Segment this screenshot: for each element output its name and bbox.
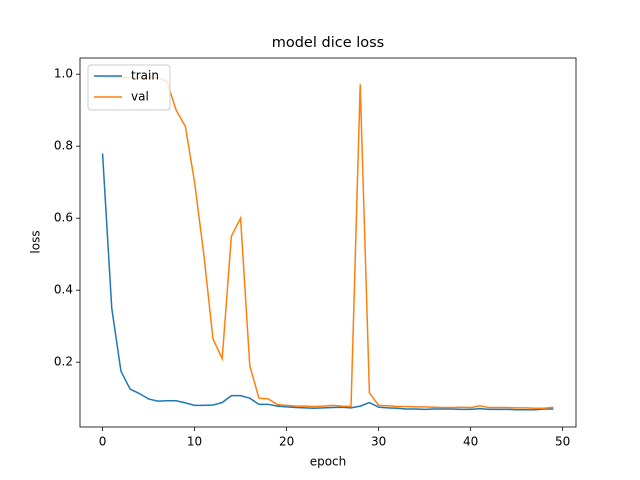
series-line xyxy=(102,77,554,410)
x-tick-label: 30 xyxy=(371,435,386,449)
y-axis-label: loss xyxy=(29,230,43,253)
legend-label: train xyxy=(131,69,159,83)
y-tick-label: 1.0 xyxy=(54,67,73,81)
x-tick-label: 50 xyxy=(555,435,570,449)
y-tick-label: 0.6 xyxy=(54,211,73,225)
x-tick-label: 40 xyxy=(463,435,478,449)
x-tick-label: 20 xyxy=(279,435,294,449)
chart-title: model dice loss xyxy=(272,35,385,51)
y-tick-label: 0.4 xyxy=(54,283,73,297)
legend-label: val xyxy=(131,90,149,104)
plot-frame xyxy=(79,57,577,428)
series-line xyxy=(101,153,554,411)
y-tick-label: 0.2 xyxy=(54,355,73,369)
x-axis-label: epoch xyxy=(310,455,347,469)
x-tick-label: 0 xyxy=(99,435,107,449)
x-tick-label: 10 xyxy=(187,435,202,449)
y-tick-label: 0.8 xyxy=(54,139,73,153)
